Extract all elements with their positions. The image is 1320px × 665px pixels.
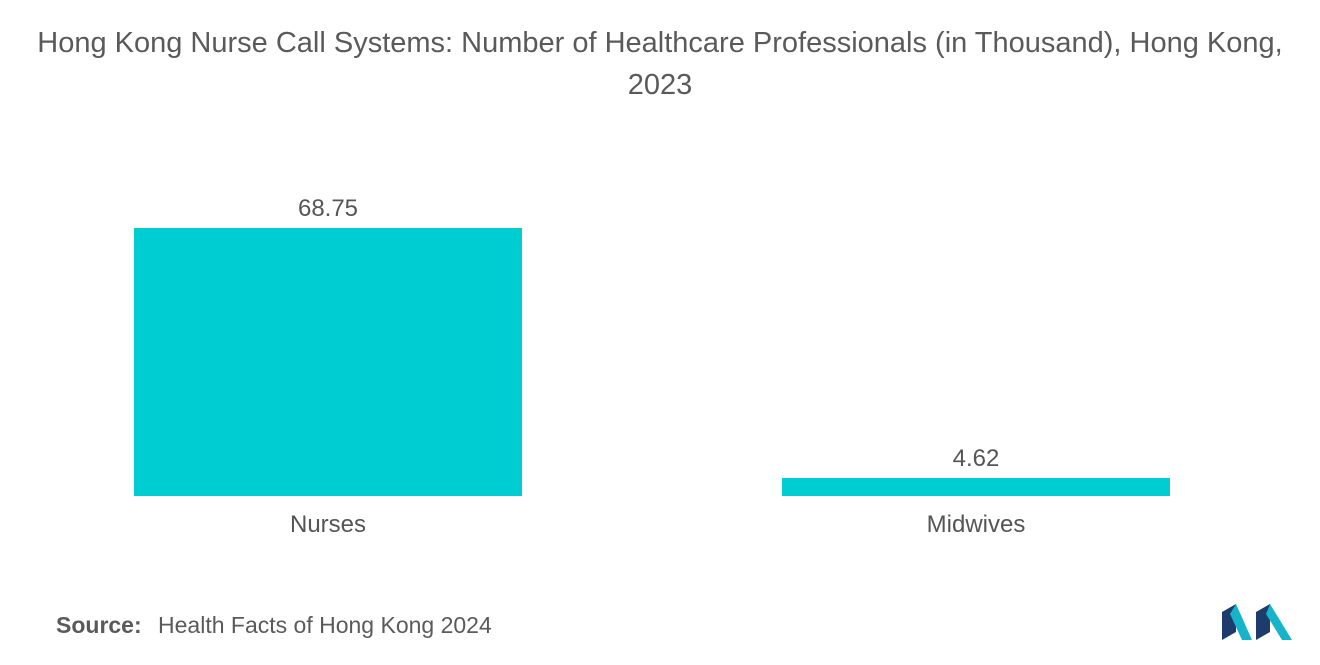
bar-chart: 68.75 4.62 Nurses Midwives <box>134 195 1170 538</box>
logo-mid-left-shape <box>1230 604 1252 640</box>
brand-logo-icon <box>1222 604 1292 640</box>
source-label: Source: <box>56 612 142 638</box>
source-note: Source: Health Facts of Hong Kong 2024 <box>56 612 492 639</box>
category-label-midwives: Midwives <box>927 511 1026 538</box>
category-label-nurses: Nurses <box>290 511 366 538</box>
bars-group <box>134 228 1170 496</box>
logo-right-shape <box>1266 604 1292 640</box>
value-labels-group: 68.75 4.62 <box>298 195 999 472</box>
bar-nurses <box>134 228 522 496</box>
value-label-midwives: 4.62 <box>953 445 1000 472</box>
bar-midwives <box>782 477 1170 496</box>
chart-title: Hong Kong Nurse Call Systems: Number of … <box>37 27 1283 101</box>
value-label-nurses: 68.75 <box>298 195 358 222</box>
category-labels-group: Nurses Midwives <box>290 511 1025 538</box>
source-text: Health Facts of Hong Kong 2024 <box>158 612 492 638</box>
